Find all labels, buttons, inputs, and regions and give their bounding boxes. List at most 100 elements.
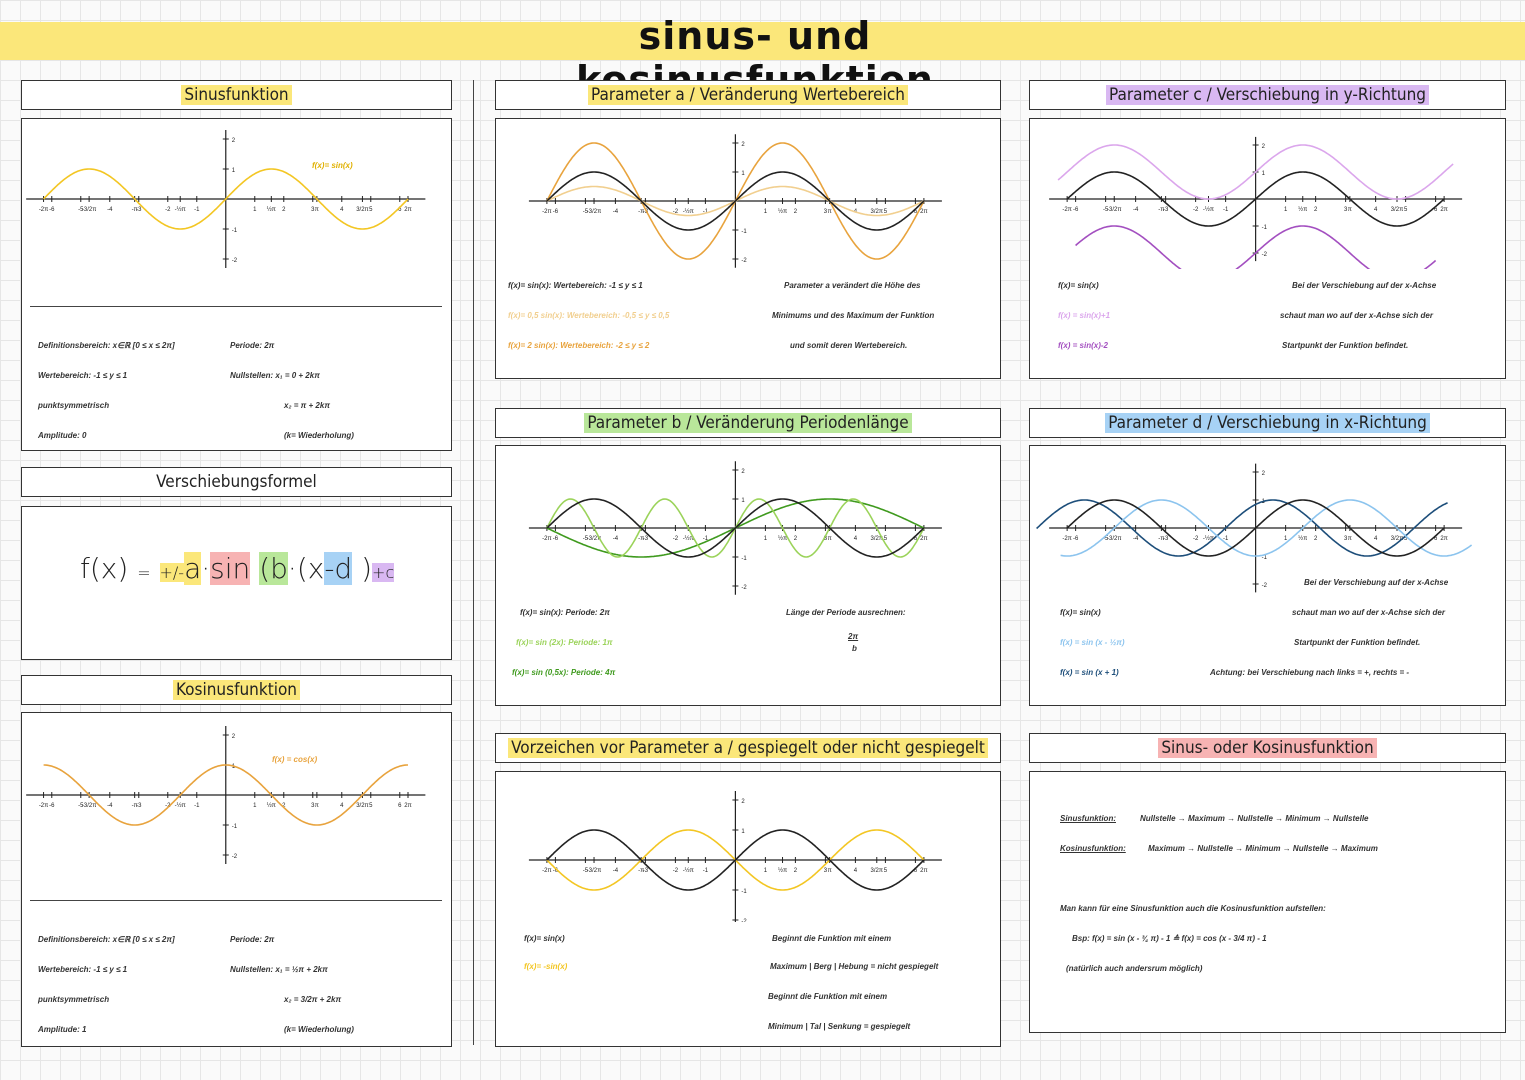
x-tick-label: -6 (553, 209, 559, 215)
formula-lb: ( (259, 552, 271, 585)
x-tick-label: 2 (1314, 536, 1318, 542)
x-tick-label: 6 (398, 207, 402, 213)
x-tick-label: -3 (1163, 207, 1169, 213)
y-tick-label: -2 (1262, 252, 1268, 258)
x-tick-label: -π (638, 209, 644, 215)
x-tick-label: -3/2π (82, 207, 96, 213)
y-tick-label: -2 (741, 585, 747, 591)
sinkos-p2: Bsp: f(x) = sin (x - ¾ π) - 1 ≙ f(x) = c… (1072, 934, 1267, 943)
y-tick-label: 1 (232, 764, 236, 770)
x-tick-label: 6 (914, 868, 918, 874)
x-tick-label: 2π (1440, 536, 1447, 542)
x-tick-label: -5 (583, 868, 589, 874)
x-tick-label: -3/2π (587, 536, 601, 542)
formula-a: a (184, 552, 202, 585)
x-tick-label: 1 (764, 868, 768, 874)
curve-sin (1066, 499, 1445, 557)
x-tick-label: -6 (49, 803, 55, 809)
param-b-l1: f(x)= sin(x): Periode: 2π (520, 608, 610, 617)
sinus-null2: x₂ = π + 2kπ (284, 401, 331, 410)
param-c-l2: f(x) = sin(x)+1 (1058, 311, 1111, 320)
y-tick-label: 1 (741, 498, 745, 504)
versch-header: Verschiebungsformel (21, 467, 452, 497)
param-a-l3: f(x)= 2 sin(x): Wertebereich: -2 ≤ y ≤ 2 (508, 341, 650, 350)
x-tick-label: π (1348, 536, 1352, 542)
column-divider (473, 80, 474, 1045)
param-a-r3: und somit deren Wertebereich. (790, 341, 908, 350)
x-tick-label: -2π (1062, 536, 1071, 542)
param-d-r1: Bei der Verschiebung auf der x-Achse (1304, 578, 1449, 587)
x-tick-label: 6 (914, 209, 918, 215)
verschiebungsformel: f(x) = +/-a·sin (b·(x-d )+c (80, 552, 395, 585)
x-tick-label: 2 (794, 868, 798, 874)
y-tick-label: -1 (741, 556, 747, 562)
kosinus-divider (30, 900, 442, 901)
param-d-l2: f(x) = sin (x - ½π) (1060, 638, 1125, 647)
y-tick-label: 2 (741, 142, 745, 148)
x-tick-label: -π (1158, 207, 1164, 213)
x-tick-label: -3 (643, 209, 649, 215)
x-tick-label: -6 (553, 868, 559, 874)
x-tick-label: -2π (542, 536, 551, 542)
x-tick-label: 6 (914, 536, 918, 542)
param-c-r2: schaut man wo auf der x-Achse sich der (1280, 311, 1433, 320)
kosinus-graph: -2π -6 -5-3/2π -4 -π-3 -2 -½π -1 ½π1 2 π3 4 3/2π 5 6 2π… (26, 726, 426, 864)
y-tick-label: 2 (232, 138, 236, 144)
param-b-l2: f(x)= sin (2x): Periode: 1π (516, 638, 613, 647)
kosinus-header-text: Kosinusfunktion (172, 680, 301, 700)
x-tick-label: -4 (613, 868, 619, 874)
x-tick-label: -4 (1133, 207, 1139, 213)
formula-sin: sin (210, 552, 251, 585)
sin-curve (43, 168, 409, 230)
formula-x: (x (296, 552, 325, 585)
x-tick-label: 1 (253, 803, 257, 809)
x-tick-label: 3/2π (1391, 207, 1403, 213)
kosinus-def: Definitionsbereich: x∈ℝ [0 ≤ x ≤ 2π] (38, 935, 175, 944)
sinus-header-text: Sinusfunktion (181, 85, 292, 105)
x-tick-label: 3 (311, 803, 315, 809)
param-c-r1: Bei der Verschiebung auf der x-Achse (1292, 281, 1437, 290)
param-a-panel: -2π -6 -5 -3/2π -4 -π -3 -2 -½π -1 ½π 1 2 π 3 4 3/2π 5 6 2π… (495, 118, 1001, 379)
param-b-header: Parameter b / Veränderung Periodenlänge (495, 408, 1001, 438)
x-tick-label: 3/2π (356, 207, 368, 213)
x-tick-label: ½π (267, 206, 276, 213)
x-tick-label: 3 (824, 868, 828, 874)
x-tick-label: π (828, 868, 832, 874)
x-tick-label: -1 (703, 209, 709, 215)
sinus-amp: Amplitude: 0 (38, 431, 87, 440)
vorz-header: Vorzeichen vor Parameter a / gespiegelt … (495, 733, 1001, 763)
param-c-l1: f(x)= sin(x) (1058, 281, 1099, 290)
y-tick-label: 2 (741, 469, 745, 475)
x-tick-label: 3/2π (871, 209, 883, 215)
kosinus-periode: Periode: 2π (230, 935, 275, 944)
kosinus-header: Kosinusfunktion (21, 675, 452, 705)
y-tick-label: -2 (232, 258, 238, 264)
x-tick-label: -1 (1223, 536, 1229, 542)
x-tick-label: -3 (643, 868, 649, 874)
x-tick-label: -4 (1133, 536, 1139, 542)
param-b-graph: -2π -6 -5-3/2π -4 -π-3 -2 -½π -1 ½π1 2 π3 4 3/2π 5 6 2π… (528, 461, 942, 595)
x-tick-label: 3 (824, 209, 828, 215)
versch-header-text: Verschiebungsformel (156, 472, 317, 492)
x-tick-label: 1 (1284, 207, 1288, 213)
x-tick-label: -3 (136, 803, 142, 809)
param-a-l2: f(x)= 0,5 sin(x): Wertebereich: -0,5 ≤ y… (508, 311, 670, 320)
formula-b: b (270, 552, 288, 585)
sinus-wdh: (k= Wiederholung) (284, 431, 354, 440)
y-tick-label: 2 (232, 734, 236, 740)
x-tick-label: -3/2π (587, 209, 601, 215)
x-tick-label: 5 (884, 209, 888, 215)
x-tick-label: -1 (194, 207, 200, 213)
x-tick-label: 3/2π (1391, 536, 1403, 542)
sinkos-s1b: Nullstelle → Maximum → Nullstelle → Mini… (1140, 814, 1369, 823)
x-tick-label: -5 (583, 209, 589, 215)
x-tick-label: -½π (1203, 206, 1214, 213)
x-tick-label: -½π (683, 208, 694, 215)
x-tick-label: -2π (39, 207, 48, 213)
y-tick-label: 1 (741, 829, 745, 835)
param-a-graph: -2π -6 -5-3/2π -4 -π-3 -2 -½π -1 ½π1 2 π3 4 3/2π 5 6 2π… (528, 134, 942, 268)
y-tick-label: -2 (741, 258, 747, 264)
x-tick-label: 4 (854, 868, 858, 874)
param-b-num: 2π (848, 632, 859, 641)
param-c-header-text: Parameter c / Verschiebung in y-Richtung (1105, 85, 1429, 105)
